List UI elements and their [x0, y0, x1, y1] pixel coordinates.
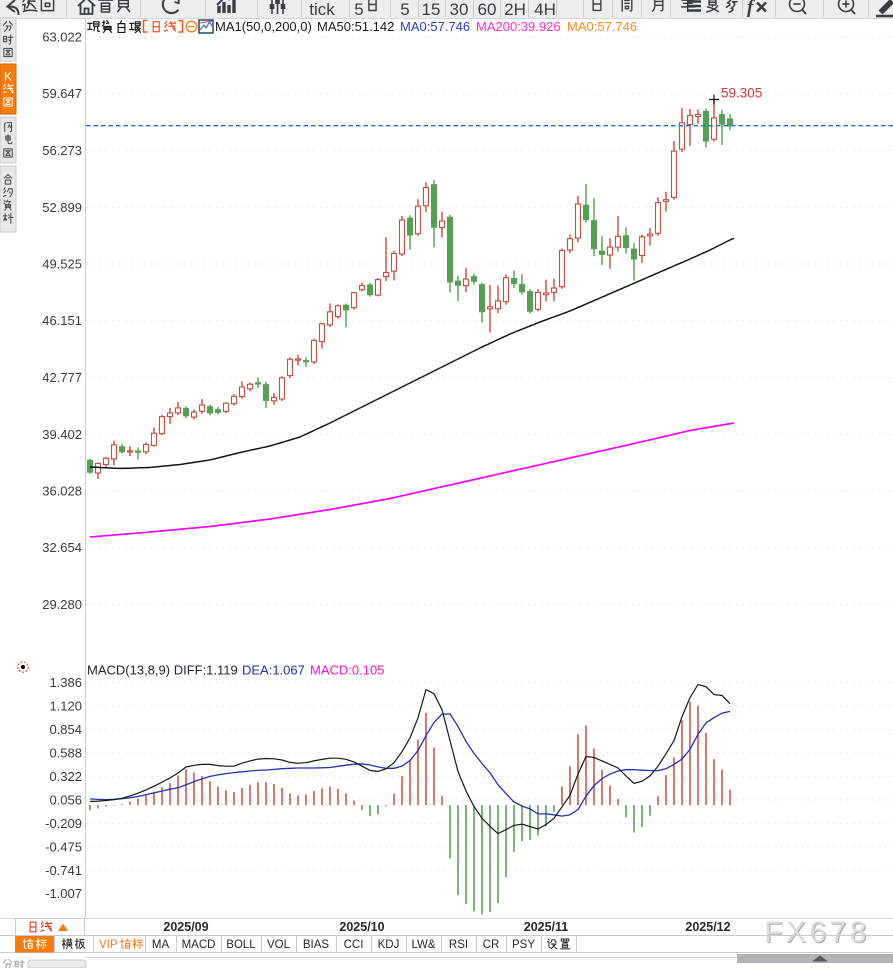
svg-text:MA200:39.926: MA200:39.926 — [476, 19, 561, 34]
svg-text:4H: 4H — [534, 0, 556, 19]
svg-text:2025/12: 2025/12 — [685, 920, 730, 934]
svg-text:K: K — [4, 70, 12, 84]
svg-text:1.386: 1.386 — [49, 675, 82, 690]
svg-text:PSY: PSY — [512, 939, 535, 951]
svg-text:LW&: LW& — [411, 939, 435, 951]
svg-text:BIAS: BIAS — [303, 939, 330, 951]
svg-text:0.322: 0.322 — [49, 769, 82, 784]
svg-text:2H: 2H — [504, 0, 526, 19]
svg-text:FX678: FX678 — [765, 917, 871, 950]
svg-text:2025/10: 2025/10 — [339, 920, 384, 934]
svg-text:5: 5 — [354, 0, 363, 19]
svg-text:CCI: CCI — [344, 939, 364, 951]
svg-text:2025/09: 2025/09 — [163, 920, 208, 934]
svg-text:MACD(13,8,9) DIFF:1.119: MACD(13,8,9) DIFF:1.119 — [87, 663, 238, 678]
svg-text:-1.007: -1.007 — [45, 886, 82, 901]
svg-text:MA50:51.142: MA50:51.142 — [317, 19, 394, 34]
svg-text:63.022: 63.022 — [42, 30, 82, 45]
svg-text:56.273: 56.273 — [42, 143, 82, 158]
svg-text:BOLL: BOLL — [226, 939, 256, 951]
svg-text:39.402: 39.402 — [42, 427, 82, 442]
svg-text:tick: tick — [309, 0, 335, 19]
svg-text:f: f — [747, 0, 755, 18]
svg-text:MA0:57.746: MA0:57.746 — [567, 19, 637, 34]
svg-text:36.028: 36.028 — [42, 484, 82, 499]
svg-text:FX678: FX678 — [764, 916, 870, 949]
svg-text:42.777: 42.777 — [42, 370, 82, 385]
svg-text:VOL: VOL — [267, 939, 291, 951]
svg-text:49.525: 49.525 — [42, 257, 82, 272]
svg-text:MA1(50,0,200,0): MA1(50,0,200,0) — [215, 19, 312, 34]
svg-text:MA: MA — [152, 939, 170, 951]
svg-text:MA0:57.746: MA0:57.746 — [400, 19, 470, 34]
svg-text:1.120: 1.120 — [49, 699, 82, 714]
svg-text:-0.741: -0.741 — [45, 863, 82, 878]
svg-text:29.280: 29.280 — [42, 597, 82, 612]
svg-text:52.899: 52.899 — [42, 200, 82, 215]
svg-text:RSI: RSI — [449, 939, 468, 951]
svg-text:VIP: VIP — [99, 939, 118, 951]
svg-text:CR: CR — [483, 939, 500, 951]
svg-text:0.056: 0.056 — [49, 792, 82, 807]
svg-text:-0.475: -0.475 — [45, 839, 82, 854]
svg-text:0.854: 0.854 — [49, 722, 82, 737]
svg-text:30: 30 — [450, 0, 469, 19]
svg-text:DEA:1.067: DEA:1.067 — [242, 663, 305, 678]
svg-text:59.305: 59.305 — [721, 86, 762, 101]
svg-text:59.647: 59.647 — [42, 86, 82, 101]
svg-text:60: 60 — [478, 0, 497, 19]
svg-text:MACD:0.105: MACD:0.105 — [310, 663, 384, 678]
svg-text:0.588: 0.588 — [49, 746, 82, 761]
svg-text:-0.209: -0.209 — [45, 816, 82, 831]
svg-text:15: 15 — [422, 0, 441, 19]
svg-text:5: 5 — [400, 0, 409, 19]
svg-text:KDJ: KDJ — [378, 939, 400, 951]
svg-text:2025/11: 2025/11 — [524, 920, 569, 934]
svg-text:46.151: 46.151 — [42, 313, 82, 328]
svg-text:MACD: MACD — [182, 939, 216, 951]
svg-text:32.654: 32.654 — [42, 540, 82, 555]
